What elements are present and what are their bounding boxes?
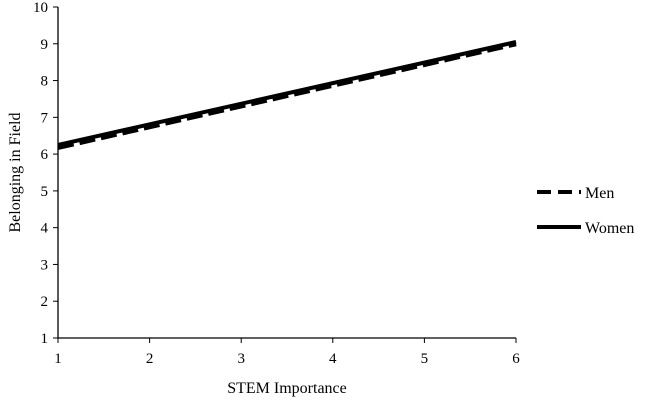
y-tick-label: 2 — [41, 294, 49, 310]
y-tick-label: 8 — [41, 74, 49, 90]
x-tick-label: 2 — [146, 351, 154, 367]
x-tick-label: 3 — [237, 351, 245, 367]
y-tick-label: 3 — [41, 257, 49, 273]
y-axis-ticks: 1 2 3 4 5 6 7 8 9 10 — [33, 0, 58, 347]
y-axis-title: Belonging in Field — [7, 113, 24, 233]
y-tick-label: 9 — [41, 37, 49, 53]
x-tick-label: 1 — [54, 351, 62, 367]
legend-label-women: Women — [585, 220, 634, 237]
x-tick-label: 5 — [421, 351, 429, 367]
series-line-men — [57, 41, 517, 150]
y-tick-label: 1 — [41, 331, 49, 347]
legend-label-men: Men — [585, 185, 614, 202]
legend: Men Women — [537, 185, 634, 237]
y-tick-label: 5 — [41, 184, 49, 200]
y-tick-label: 7 — [41, 110, 49, 126]
series-lines — [57, 39, 517, 150]
x-axis-ticks: 1 2 3 4 5 6 — [54, 338, 520, 367]
series-line-women — [57, 39, 517, 147]
y-tick-label: 6 — [41, 147, 49, 163]
x-tick-label: 4 — [329, 351, 337, 367]
y-tick-label: 4 — [41, 221, 49, 237]
x-axis-title: STEM Importance — [227, 380, 347, 397]
y-tick-label: 10 — [33, 0, 48, 16]
x-tick-label: 6 — [512, 351, 520, 367]
